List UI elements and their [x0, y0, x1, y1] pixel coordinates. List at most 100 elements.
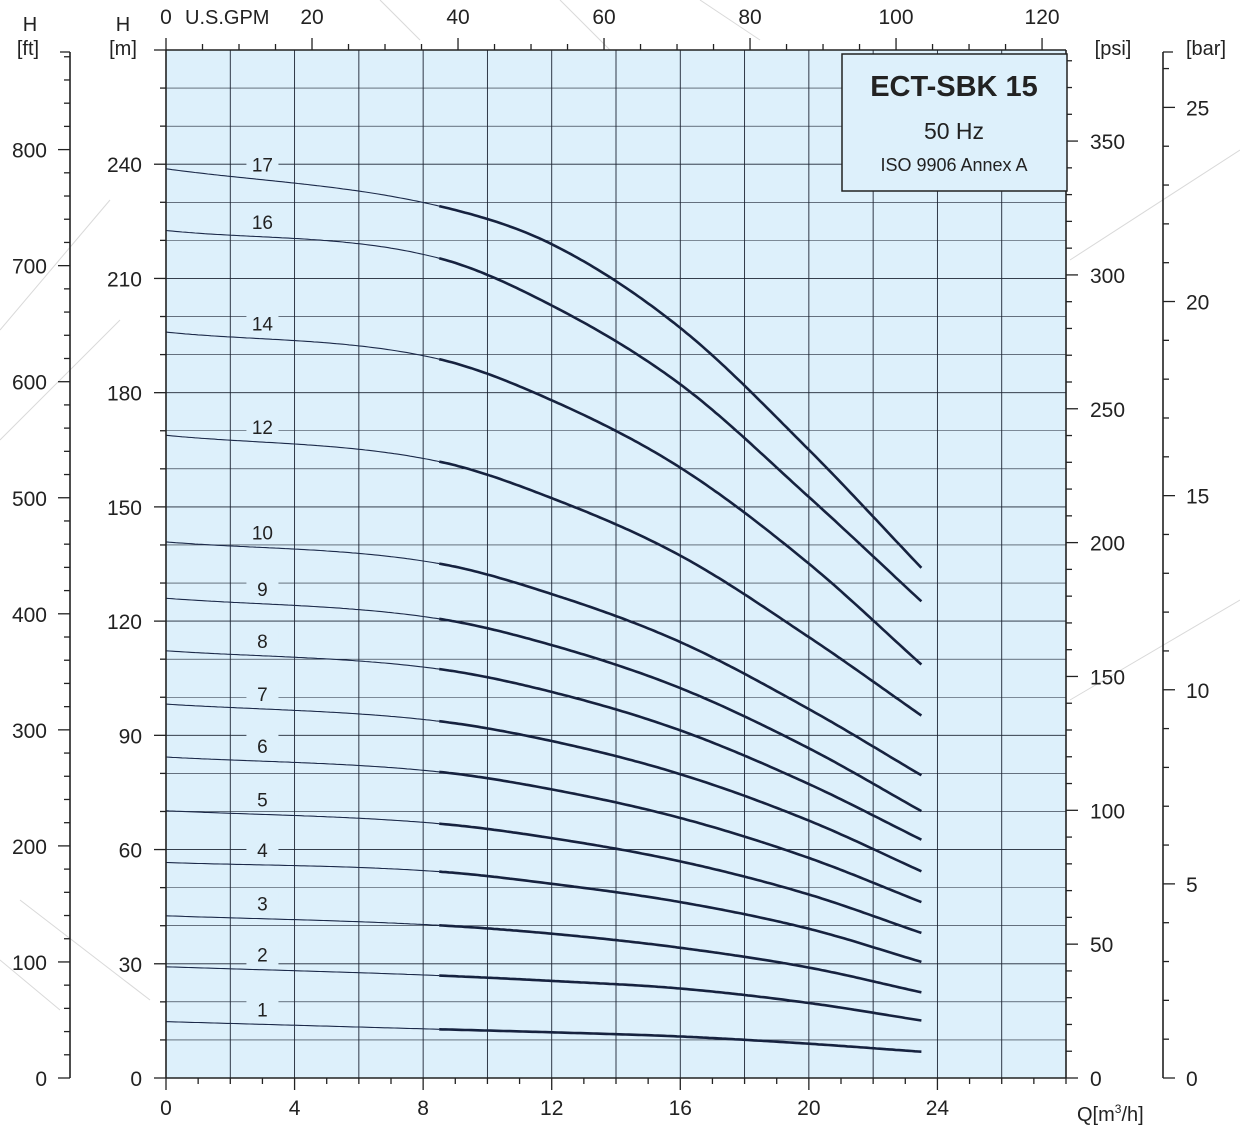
curve-line-operating-range	[438, 460, 923, 717]
curve-stage-17: 17	[165, 152, 923, 569]
curve-label: 7	[257, 685, 268, 706]
curve-label-bg	[246, 152, 279, 175]
ft-tick-label: 100	[12, 952, 47, 975]
curve-line-low-flow	[165, 756, 440, 773]
curve-line-low-flow	[165, 168, 440, 207]
m-axis-title: H	[116, 14, 130, 36]
curve-stage-3: 3	[165, 891, 922, 994]
curve-label-bg	[246, 891, 279, 914]
psi-tick-label: 250	[1090, 399, 1125, 422]
m-tick-label: 210	[107, 268, 142, 291]
x-tick-label: 8	[417, 1097, 429, 1120]
curve-line-operating-range	[439, 822, 922, 935]
curve-line-operating-range	[438, 562, 923, 777]
curve-label: 8	[257, 632, 268, 653]
ft-tick-label: 400	[12, 604, 47, 627]
curve-label: 6	[257, 737, 268, 758]
ft-axis-title: H	[23, 14, 37, 36]
ft-tick-label: 700	[12, 256, 47, 279]
curve-line-low-flow	[165, 966, 440, 977]
ft-tick-label: 600	[12, 372, 47, 395]
ft-tick-label: 500	[12, 488, 47, 511]
curve-line-operating-range	[439, 770, 922, 904]
curve-line-low-flow	[166, 1021, 440, 1030]
title-box: ECT-SBK 15 50 Hz ISO 9906 Annex A	[841, 53, 1068, 192]
gpm-tick-label: 100	[879, 6, 914, 29]
x-tick-label: 20	[797, 1097, 820, 1120]
m-tick-label: 60	[119, 840, 142, 863]
curve-line-operating-range	[439, 719, 922, 873]
curve-label-bg	[246, 209, 279, 232]
gpm-tick-label: 120	[1025, 6, 1060, 29]
curve-stage-16: 16	[165, 209, 923, 603]
ft-tick-label: 200	[12, 836, 47, 859]
m-tick-label: 150	[107, 497, 142, 520]
curve-line-low-flow	[165, 703, 440, 722]
axes: 0 4 8 12 16 20 240 20 40 60 80 100 12003060901201501…	[12, 6, 1209, 1120]
curve-line-low-flow	[165, 331, 440, 360]
curve-label-bg	[246, 311, 279, 334]
m-tick-label: 30	[119, 954, 142, 977]
watermark-line	[0, 199, 111, 331]
gpm-tick-label: 60	[592, 6, 615, 29]
bar-tick-label: 20	[1186, 292, 1209, 315]
curve-stage-12: 12	[165, 415, 923, 717]
psi-tick-label: 50	[1090, 934, 1113, 957]
ft-tick-label: 0	[35, 1068, 47, 1091]
x-tick-label: 0	[160, 1097, 172, 1120]
curve-line-operating-range	[439, 1028, 922, 1053]
psi-tick-label: 150	[1090, 666, 1125, 689]
x-tick-label: 24	[926, 1097, 950, 1120]
curve-stage-10: 10	[165, 520, 923, 777]
curve-label: 9	[257, 580, 268, 601]
curve-label: 16	[252, 213, 273, 234]
background-watermark	[0, 0, 1240, 1011]
curve-stage-6: 6	[165, 734, 922, 904]
curve-stage-4: 4	[165, 837, 922, 964]
chart-standard: ISO 9906 Annex A	[880, 155, 1027, 175]
curve-line-operating-range	[438, 357, 923, 666]
curve-label-bg	[246, 787, 279, 810]
ft-axis-unit: [ft]	[17, 38, 39, 60]
curve-label-bg	[246, 628, 279, 651]
curve-label-bg	[246, 997, 279, 1020]
curve-label-bg	[246, 415, 279, 438]
curve-line-low-flow	[165, 434, 440, 463]
curve-label-bg	[246, 734, 279, 757]
curve-label: 5	[257, 790, 268, 811]
watermark-line	[0, 319, 121, 441]
curve-label-bg	[246, 520, 279, 543]
psi-tick-label: 200	[1090, 533, 1125, 556]
curve-label: 10	[252, 523, 273, 544]
bar-tick-label: 25	[1186, 97, 1209, 120]
curve-line-operating-range	[438, 204, 923, 569]
curve-label-bg	[246, 681, 279, 704]
psi-axis-title: [psi]	[1095, 38, 1132, 60]
curve-line-low-flow	[165, 810, 440, 825]
curve-label-bg	[246, 942, 279, 965]
psi-tick-label: 100	[1090, 800, 1125, 823]
chart-title: ECT-SBK 15	[870, 71, 1038, 103]
gpm-axis-title: U.S.GPM	[185, 7, 269, 29]
curve-stage-9: 9	[165, 576, 923, 813]
curve-stage-14: 14	[165, 311, 923, 666]
curve-label: 3	[257, 895, 268, 916]
curve-label: 12	[252, 418, 273, 439]
gpm-tick-label: 80	[738, 6, 761, 29]
bar-axis-title: [bar]	[1186, 38, 1226, 60]
psi-tick-label: 300	[1090, 265, 1125, 288]
curve-stage-7: 7	[165, 681, 922, 873]
curve-line-low-flow	[165, 541, 440, 565]
bar-tick-label: 15	[1186, 486, 1209, 509]
watermark-line	[699, 0, 761, 41]
gpm-tick-label: 0	[160, 6, 172, 29]
m-tick-label: 90	[119, 725, 142, 748]
bar-tick-label: 0	[1186, 1068, 1198, 1091]
curve-label: 2	[257, 946, 268, 967]
gpm-tick-label: 20	[300, 6, 323, 29]
curve-label: 14	[252, 315, 274, 336]
m-axis-unit: [m]	[109, 38, 137, 60]
bar-tick-label: 5	[1186, 874, 1198, 897]
bar-tick-label: 10	[1186, 680, 1209, 703]
